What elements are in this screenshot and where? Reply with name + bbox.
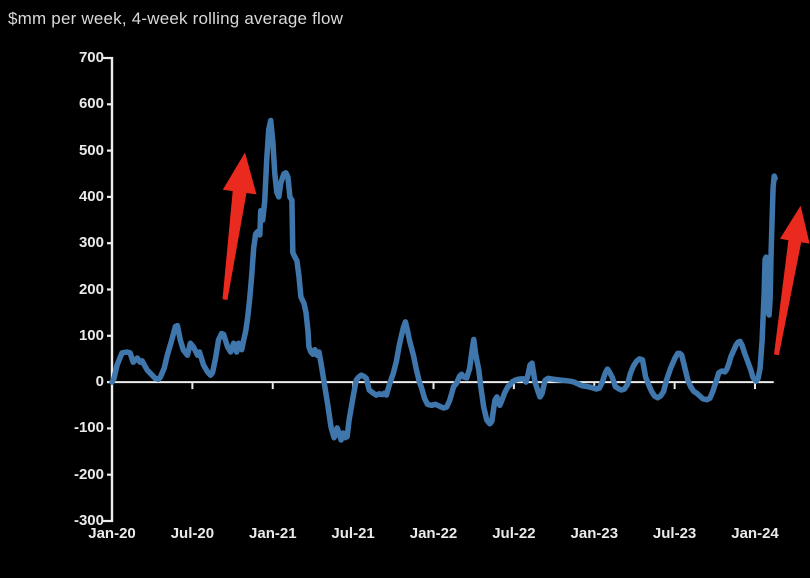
x-axis-tick-label: Jan-23 [570, 525, 619, 542]
y-axis-tick-label: 100 [78, 326, 104, 344]
y-axis-tick-label: 0 [95, 373, 104, 391]
y-axis-tick-label: 300 [78, 234, 104, 252]
y-axis-tick-label: 600 [78, 95, 104, 113]
y-axis-tick-label: 400 [78, 188, 104, 206]
y-axis-tick-label: 200 [78, 280, 104, 298]
y-axis-tick-label: -100 [73, 419, 104, 437]
x-axis-tick-label: Jul-23 [652, 525, 697, 542]
x-axis-tick-label: Jan-22 [409, 525, 458, 542]
x-axis-tick-label: Jan-24 [731, 525, 779, 542]
x-axis-tick-label: Jul-22 [492, 525, 536, 542]
x-axis-tick-label: Jul-20 [170, 525, 215, 542]
flow-line-series [109, 117, 778, 443]
x-axis-tick-label: Jan-20 [88, 525, 136, 542]
y-axis-tick-label: -300 [73, 512, 104, 530]
y-axis-tick-label: -200 [73, 465, 104, 483]
chart-title: $mm per week, 4-week rolling average flo… [8, 9, 344, 28]
x-axis-tick-label: Jan-21 [249, 525, 297, 542]
surge-arrow-2024 [774, 205, 810, 356]
x-axis-tick-label: Jul-21 [331, 525, 375, 542]
y-axis-tick-label: 700 [78, 49, 104, 67]
surge-arrow-2020 [222, 152, 257, 300]
y-axis-tick-label: 500 [78, 141, 104, 159]
